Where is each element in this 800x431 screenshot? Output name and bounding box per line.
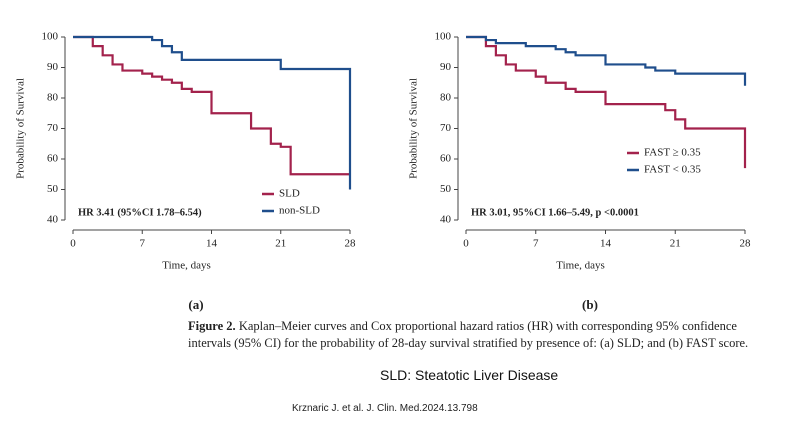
panel-label: (a) [188, 297, 203, 312]
x-tick-label: 0 [463, 238, 469, 250]
abbreviation: SLD: Steatotic Liver Disease [380, 367, 559, 383]
x-tick-label: 21 [275, 238, 286, 250]
y-tick-label: 90 [47, 61, 59, 73]
legend-label: non-SLD [279, 205, 320, 217]
x-tick-label: 28 [740, 238, 752, 250]
y-tick-label: 60 [440, 153, 452, 165]
y-tick-label: 70 [440, 122, 452, 134]
y-tick-label: 90 [440, 61, 452, 73]
caption-label: Figure 2. [188, 319, 236, 333]
x-axis-label: Time, days [556, 260, 605, 272]
x-tick-label: 7 [140, 238, 146, 250]
y-axis-label: Probability of Survival [408, 78, 420, 179]
y-tick-label: 50 [47, 183, 59, 195]
survival-curve [466, 35, 747, 169]
x-tick-label: 0 [70, 238, 76, 250]
x-axis-label: Time, days [162, 260, 211, 272]
legend-label: SLD [279, 188, 300, 200]
y-tick-label: 100 [435, 31, 452, 43]
survival-curve [73, 35, 350, 176]
y-tick-label: 80 [47, 92, 59, 104]
x-tick-label: 14 [600, 238, 612, 250]
x-tick-label: 7 [533, 238, 539, 250]
panel-label: (b) [582, 297, 598, 312]
y-tick-label: 50 [440, 183, 452, 195]
y-tick-label: 40 [47, 214, 59, 226]
annotation: HR 3.01, 95%CI 1.66–5.49, p <0.0001 [471, 207, 639, 218]
x-tick-label: 14 [206, 238, 218, 250]
y-axis-label: Probability of Survival [15, 78, 27, 179]
y-tick-label: 60 [47, 153, 59, 165]
x-tick-label: 28 [345, 238, 357, 250]
caption-text: Kaplan–Meier curves and Cox proportional… [188, 319, 749, 350]
survival-curve [73, 35, 352, 190]
survival-curve [466, 35, 747, 86]
y-tick-label: 70 [47, 122, 59, 134]
reference: Krznaric J. et al. J. Clin. Med.2024.13.… [292, 403, 478, 414]
y-tick-label: 80 [440, 92, 452, 104]
x-tick-label: 21 [670, 238, 681, 250]
annotation: HR 3.41 (95%CI 1.78–6.54) [78, 207, 202, 218]
y-tick-label: 40 [440, 214, 452, 226]
legend-label: FAST ≥ 0.35 [644, 147, 701, 159]
y-tick-label: 100 [42, 31, 59, 43]
caption: Figure 2. Kaplan–Meier curves and Cox pr… [188, 318, 783, 352]
legend-label: FAST < 0.35 [644, 164, 701, 176]
